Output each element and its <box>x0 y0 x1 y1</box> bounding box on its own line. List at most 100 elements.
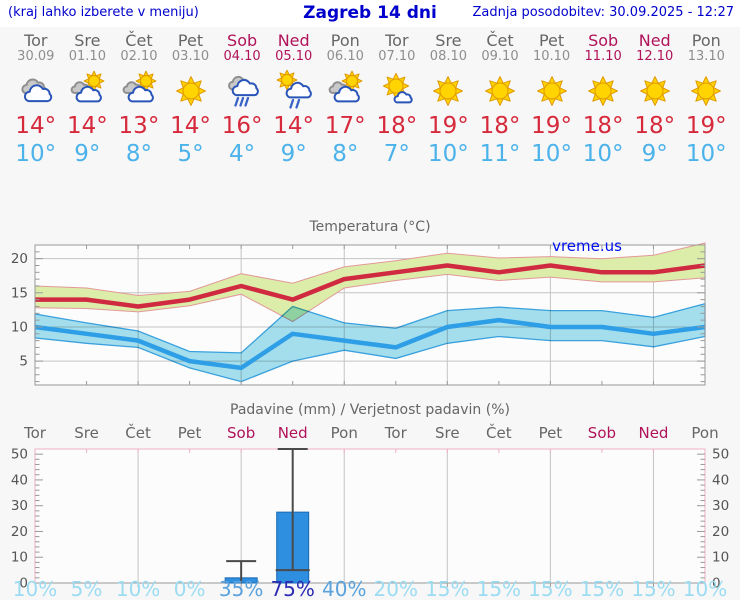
precip-probability: 40% <box>322 577 366 600</box>
day-high-temp: 19° <box>685 113 727 139</box>
sunny-icon <box>526 70 578 110</box>
y-axis-label: 20 <box>11 251 28 267</box>
day-name: Pon <box>330 31 360 50</box>
precip-plot-bg <box>35 449 705 583</box>
day-column: Sob 04.10 16° 4° <box>216 31 268 169</box>
day-column: Pon 13.10 19° 10° <box>681 31 733 169</box>
precip-probability: 10% <box>116 577 160 600</box>
day-name: Tor <box>385 31 409 50</box>
day-low-temp: 5° <box>177 141 204 167</box>
temperature-chart-title: Temperatura (°C) <box>308 219 430 235</box>
day-high-temp: 13° <box>118 113 160 139</box>
y-axis-label-right: 20 <box>712 524 729 540</box>
sunny-icon <box>681 70 733 110</box>
day-column: Čet 02.10 13° 8° <box>113 31 165 169</box>
watermark-link[interactable]: vreme.us <box>552 237 622 255</box>
sunny-icon <box>423 70 475 110</box>
day-column: Tor 30.09 14° 10° <box>10 31 62 169</box>
day-low-temp: 11° <box>479 141 521 167</box>
day-date: 02.10 <box>120 49 158 64</box>
rain-icon <box>216 70 268 110</box>
precip-day-label: Sob <box>227 424 255 442</box>
location-menu-hint: (kraj lahko izberete v meniju) <box>8 5 199 20</box>
day-low-temp: 10° <box>15 141 57 167</box>
max-temp-line <box>35 263 706 309</box>
day-column: Pet 10.10 19° 10° <box>526 31 578 169</box>
day-date: 06.10 <box>326 49 364 64</box>
day-low-temp: 10° <box>428 141 469 167</box>
day-high-temp: 14° <box>170 113 211 139</box>
day-date: 30.09 <box>17 49 55 64</box>
day-low-temp: 8° <box>125 141 153 167</box>
precip-day-label: Pet <box>539 424 563 442</box>
mostly-sunny-icon <box>371 70 423 110</box>
day-column: Pet 03.10 14° 5° <box>165 31 217 169</box>
y-axis-label-right: 10 <box>712 550 729 566</box>
y-axis-label: 10 <box>11 319 28 335</box>
day-high-temp: 14° <box>273 113 315 139</box>
partly-cloudy-icon <box>319 70 371 110</box>
day-name: Sre <box>74 31 101 50</box>
precipitation-chart-plot: Tor Sre Čet Pet Sob Ned Pon Tor Sre Čet Pet Sob Ned P… <box>11 423 729 600</box>
precip-day-label: Pon <box>691 424 718 442</box>
precip-day-label: Pet <box>178 424 202 442</box>
y-axis-label-left: 50 <box>11 447 28 463</box>
page-title: Zagreb 14 dni <box>303 3 437 23</box>
day-date: 08.10 <box>429 49 468 64</box>
y-axis-label-right: 50 <box>712 447 729 463</box>
day-name: Pon <box>691 31 721 50</box>
day-low-temp: 9° <box>74 141 101 167</box>
y-axis-label-left: 30 <box>11 498 28 514</box>
day-high-temp: 18° <box>376 113 418 139</box>
temperature-chart-plot: 5 10 15 20 <box>11 242 706 386</box>
precipitation-chart-title: Padavine (mm) / Verjetnost padavin (%) <box>230 402 510 418</box>
day-column: Sre 01.10 14° 9° <box>62 31 114 169</box>
day-column: Pon 06.10 17° 8° <box>319 31 371 169</box>
day-high-temp: 19° <box>428 113 469 139</box>
precipitation-chart: Tor Sre Čet Pet Sob Ned Pon Tor Sre Čet Pet Sob Ned P… <box>11 402 729 600</box>
partly-cloudy-icon <box>62 70 114 110</box>
precip-probability: 75% <box>270 577 314 600</box>
day-low-temp: 9° <box>641 141 668 167</box>
precip-probability: 15% <box>477 577 521 600</box>
sunny-icon <box>474 70 526 110</box>
day-name: Ned <box>277 31 310 50</box>
day-high-temp: 16° <box>221 113 263 139</box>
precip-day-label: Čet <box>486 423 512 442</box>
last-update-timestamp: Zadnja posodobitev: 30.09.2025 - 12:27 <box>472 5 734 20</box>
sunny-icon <box>577 70 629 110</box>
temperature-chart: 5 10 15 20 Temperatura (°C) vreme.us <box>11 219 706 386</box>
day-name: Sob <box>227 31 258 50</box>
sun-rain-icon <box>268 70 320 110</box>
precip-day-label: Pon <box>331 424 358 442</box>
day-name: Pet <box>538 31 565 50</box>
day-date: 05.10 <box>275 49 313 64</box>
precip-day-label: Čet <box>125 423 151 442</box>
y-axis-label: 5 <box>19 354 28 370</box>
y-axis-label-left: 0 <box>19 576 28 592</box>
y-axis-label-right: 30 <box>712 498 729 514</box>
precip-day-label: Sob <box>588 424 616 442</box>
precip-probability: 5% <box>71 577 103 600</box>
precip-probability: 15% <box>528 577 572 600</box>
day-high-temp: 18° <box>479 113 521 139</box>
day-high-temp: 18° <box>634 113 676 139</box>
day-high-temp: 14° <box>66 113 108 139</box>
cloudy-icon <box>10 70 62 110</box>
day-name: Čet <box>486 31 514 50</box>
day-name: Ned <box>638 31 671 50</box>
precip-day-label: Tor <box>23 424 47 442</box>
day-date: 01.10 <box>68 49 106 64</box>
precip-probability: 15% <box>631 577 675 600</box>
day-name: Čet <box>125 31 153 50</box>
precip-day-label: Tor <box>384 424 408 442</box>
sunny-icon <box>629 70 681 110</box>
day-high-temp: 14° <box>15 113 57 139</box>
sunny-icon <box>165 70 217 110</box>
day-high-temp: 17° <box>324 113 366 139</box>
day-low-temp: 10° <box>531 141 572 167</box>
precip-probability: 10% <box>683 577 727 600</box>
day-date: 10.10 <box>532 49 571 64</box>
y-axis-label-right: 0 <box>712 576 721 592</box>
day-name: Sre <box>435 31 462 50</box>
